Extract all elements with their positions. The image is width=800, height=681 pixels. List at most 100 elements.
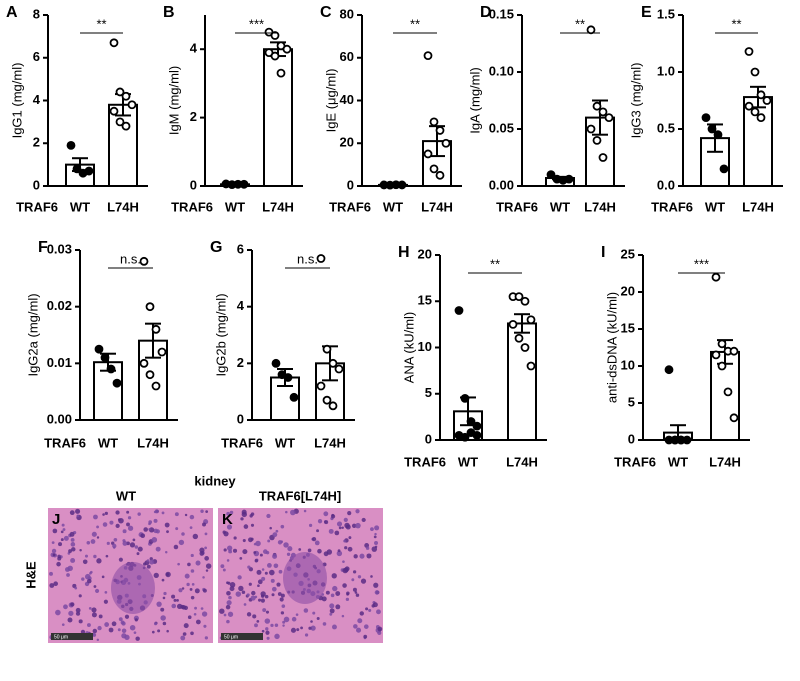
nucleus xyxy=(346,593,349,596)
nucleus xyxy=(377,630,382,636)
nucleus xyxy=(324,520,329,525)
data-point xyxy=(72,164,82,174)
data-point xyxy=(514,333,524,343)
y-tick-label: 1.5 xyxy=(657,6,675,21)
y-tick-label: 10 xyxy=(621,357,635,372)
data-point xyxy=(270,31,280,40)
nucleus xyxy=(241,590,246,595)
nucleus xyxy=(285,510,288,514)
nucleus xyxy=(102,522,108,527)
x-tick-label: L74H xyxy=(314,435,346,450)
nucleus xyxy=(121,628,127,633)
nucleus xyxy=(266,513,271,519)
data-point xyxy=(526,315,536,325)
nucleus xyxy=(79,548,82,552)
nucleus xyxy=(335,591,341,596)
nucleus xyxy=(357,575,362,579)
nucleus xyxy=(260,598,265,603)
nucleus xyxy=(240,517,244,521)
nucleus xyxy=(274,633,280,640)
data-point xyxy=(723,387,733,397)
nucleus xyxy=(269,526,272,530)
nucleus xyxy=(187,562,191,567)
nucleus xyxy=(91,612,97,618)
data-point xyxy=(701,113,711,122)
nucleus xyxy=(361,517,366,523)
y-tick-label: 60 xyxy=(340,49,354,64)
nucleus xyxy=(80,629,86,635)
nucleus xyxy=(257,579,263,585)
nucleus xyxy=(95,588,100,593)
nucleus xyxy=(354,591,358,594)
significance-label: ** xyxy=(731,16,741,31)
y-tick-label: 2 xyxy=(237,355,244,370)
group-label: TRAF6 xyxy=(404,454,446,469)
data-point xyxy=(334,364,344,374)
nucleus xyxy=(342,583,347,588)
nucleus xyxy=(254,623,258,628)
nucleus xyxy=(65,567,70,572)
nucleus xyxy=(270,578,275,583)
nucleus xyxy=(157,629,161,633)
x-tick-label: L74H xyxy=(506,454,538,469)
nucleus xyxy=(355,522,361,529)
y-tick-label: 6 xyxy=(237,241,244,256)
nucleus xyxy=(353,554,358,559)
nucleus xyxy=(360,578,367,584)
nucleus xyxy=(366,553,372,559)
nucleus xyxy=(153,528,159,534)
nucleus xyxy=(183,623,189,629)
nucleus xyxy=(204,556,210,561)
nucleus xyxy=(194,606,197,610)
nucleus xyxy=(115,510,120,515)
nucleus xyxy=(341,614,345,618)
nucleus xyxy=(117,628,121,632)
data-point xyxy=(115,117,125,127)
nucleus xyxy=(356,627,362,633)
nucleus xyxy=(52,528,58,534)
data-point xyxy=(397,180,407,190)
nucleus xyxy=(246,612,252,617)
nucleus xyxy=(75,508,81,514)
group-label: TRAF6 xyxy=(16,199,58,214)
nucleus xyxy=(189,526,193,530)
x-tick-label: L74H xyxy=(584,199,616,214)
y-tick-label: 5 xyxy=(425,385,432,400)
y-tick-label: 10 xyxy=(418,339,432,354)
nucleus xyxy=(352,570,357,574)
nucleus xyxy=(237,575,242,580)
nucleus xyxy=(232,548,238,553)
data-point xyxy=(316,254,326,263)
nucleus xyxy=(373,582,379,588)
nucleus xyxy=(204,546,207,550)
y-tick-label: 15 xyxy=(621,320,635,335)
data-point xyxy=(151,324,161,334)
nucleus xyxy=(104,511,108,515)
nucleus xyxy=(331,573,337,579)
significance-label: ** xyxy=(490,256,500,271)
data-point xyxy=(151,381,161,391)
nucleus xyxy=(162,621,167,626)
data-point xyxy=(121,91,131,101)
nucleus xyxy=(71,547,76,552)
nucleus xyxy=(265,610,270,614)
y-tick-label: 0.02 xyxy=(47,298,72,313)
nucleus xyxy=(334,530,340,536)
nucleus xyxy=(242,549,248,555)
nucleus xyxy=(137,512,141,516)
nucleus xyxy=(248,582,252,586)
nucleus xyxy=(175,527,179,531)
nucleus xyxy=(174,512,179,517)
nucleus xyxy=(49,583,55,588)
nucleus xyxy=(101,575,105,579)
data-point xyxy=(604,113,614,122)
nucleus xyxy=(190,553,194,558)
nucleus xyxy=(257,598,262,602)
nucleus xyxy=(60,538,64,542)
histology-title: kidney xyxy=(194,473,236,488)
nucleus xyxy=(182,632,187,636)
nucleus xyxy=(316,529,320,533)
nucleus xyxy=(78,619,83,624)
y-tick-label: 25 xyxy=(621,246,635,261)
nucleus xyxy=(143,527,148,532)
